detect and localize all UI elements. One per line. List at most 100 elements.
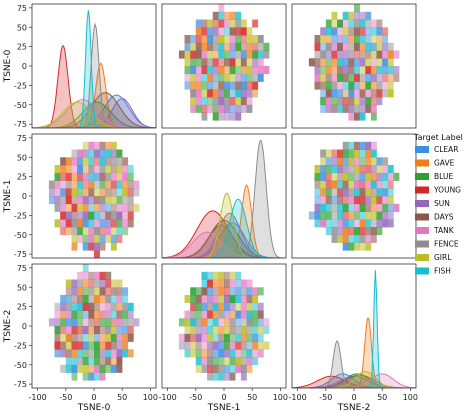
hist2d-cell [382,73,389,82]
hist2d-cell [365,180,372,189]
hist2d-cell [110,203,117,212]
hist2d-cell [342,188,349,197]
hist2d-cell [387,66,394,75]
hist2d-cell [60,295,67,304]
hist2d-cell [110,219,117,228]
hist2d-cell [246,318,253,327]
hist2d-cell [359,81,366,90]
hist2d-cell [325,227,332,236]
hist2d-cell [116,326,123,335]
hist2d-cell [99,242,106,251]
hist2d-cell [105,349,112,358]
hist2d-cell [110,157,117,166]
hist2d-cell [207,104,213,113]
hist2d-cell [325,211,332,220]
hist2d-cell [218,357,225,366]
hist2d-cell [110,326,117,335]
hist2d-cell [342,180,349,189]
kde-fish [292,270,416,388]
hist2d-cell [99,188,106,197]
hist2d-cell [127,326,134,335]
x-tick-label: -100 [159,393,177,402]
hist2d-cell [94,310,100,319]
hist2d-cell [337,66,343,75]
hist2d-cell [365,165,372,174]
hist2d-cell [224,333,230,342]
hist2d-cell [54,341,61,350]
hist2d-cell [342,211,349,220]
legend-swatch-gave [415,159,429,167]
hist2d-cell [218,35,225,44]
hist2d-cell [308,211,315,220]
legend: Target Label CLEAR GAVE BLUE YOUNG SUN DAYS TAN… [413,133,463,276]
hist2d-cell [320,58,327,67]
hist2d-cell [376,42,383,51]
hist2d-cell [201,104,208,113]
hist2d-cell [110,364,117,373]
hist2d-cell [77,310,83,319]
hist2d-cell [257,333,264,342]
y-tick-label: -25 [14,211,27,220]
hist2d-cell [224,35,230,44]
hist2d-cell [331,149,338,158]
hist2d-cell [77,172,83,181]
hist2d-cell [240,27,247,36]
hist2d-cell [60,333,67,342]
hist2d-cell [201,326,208,335]
hist2d-cell [48,188,55,197]
hist2d-cell [195,50,202,59]
hist2d-cell [224,89,230,98]
hist2d-cell [235,279,242,288]
hist2d-cell [246,97,253,106]
hist2d-cell [235,318,242,327]
hist2d-cell [212,19,219,28]
hist2d-cell [99,318,106,327]
hist2d-cell [60,318,67,327]
hist2d-cell [354,11,360,20]
hist2d-cell [314,165,321,174]
hist2d-cell [240,326,247,335]
hist2d-cell [224,318,230,327]
hist2d-cell [359,180,366,189]
hist2d-cell [94,341,100,350]
hist2d-cell [184,341,191,350]
hist2d-cell [240,349,247,358]
hist2d-cell [195,310,202,319]
hist2d-cell [99,357,106,366]
hist2d-cell [348,227,355,236]
hist2d-cell [82,234,89,243]
hist2d-cell [224,341,230,350]
hist2d-cell [252,35,259,44]
hist2d-cell [201,341,208,350]
hist2d-cell [387,203,394,212]
hist2d-cell [94,242,100,251]
hist2d-cell [60,302,67,311]
hist2d-cell [365,227,372,236]
hist2d-cell [229,27,236,36]
hist2d-cell [314,211,321,220]
hist2d-cell [195,104,202,113]
hist2d-cell [88,372,95,381]
hist2d-cell [71,318,78,327]
hist2d-cell [65,341,72,350]
hist2d-cell [122,341,129,350]
hist2d-cell [382,172,389,181]
hist2d-cell [212,287,219,296]
hist2d-cell [342,66,349,75]
hist2d-cell [82,279,89,288]
hist2d-cell [212,66,219,75]
hist2d-cell [88,141,95,150]
hist2d-cell [122,287,129,296]
hist2d-cell [110,310,117,319]
hist2d-cell [365,188,372,197]
hist2d-cell [337,157,343,166]
hist2d-cell [235,89,242,98]
hist2d-cell [105,211,112,220]
hist2d-cell [224,19,230,28]
hist2d-cell [229,50,236,59]
hist2d-cell [88,149,95,158]
hist2d-cell [77,234,83,243]
hist2d-cell [370,112,377,121]
hist2d-cell [207,50,213,59]
hist2d-cell [342,11,349,20]
